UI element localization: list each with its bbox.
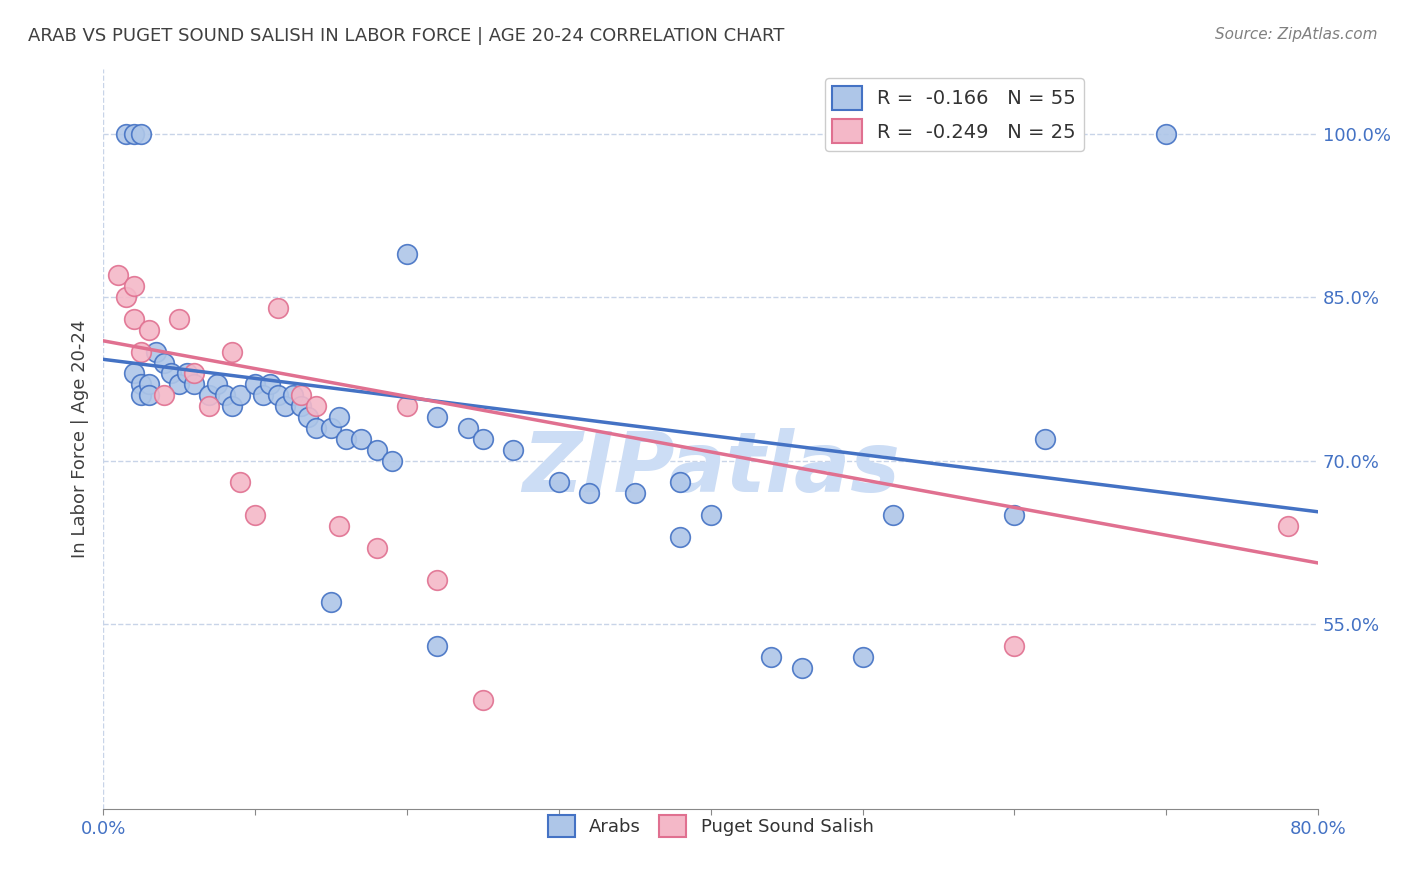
Point bbox=[153, 355, 176, 369]
Point bbox=[335, 432, 357, 446]
Point bbox=[623, 486, 645, 500]
Point bbox=[267, 388, 290, 402]
Legend: Arabs, Puget Sound Salish: Arabs, Puget Sound Salish bbox=[540, 808, 880, 845]
Point bbox=[138, 323, 160, 337]
Point bbox=[129, 127, 152, 141]
Point bbox=[122, 279, 145, 293]
Point bbox=[183, 367, 205, 381]
Point bbox=[366, 442, 388, 457]
Point bbox=[426, 639, 449, 653]
Point bbox=[115, 290, 138, 304]
Point bbox=[138, 388, 160, 402]
Point bbox=[160, 367, 183, 381]
Point bbox=[1154, 127, 1177, 141]
Point bbox=[138, 377, 160, 392]
Point bbox=[547, 475, 569, 490]
Point bbox=[305, 399, 328, 413]
Point bbox=[305, 421, 328, 435]
Point bbox=[381, 453, 404, 467]
Point bbox=[328, 519, 350, 533]
Text: ZIPatlas: ZIPatlas bbox=[522, 428, 900, 509]
Point bbox=[319, 421, 342, 435]
Point bbox=[669, 530, 692, 544]
Point bbox=[426, 574, 449, 588]
Point bbox=[471, 432, 494, 446]
Point bbox=[229, 475, 252, 490]
Point bbox=[198, 388, 221, 402]
Text: Source: ZipAtlas.com: Source: ZipAtlas.com bbox=[1215, 27, 1378, 42]
Point bbox=[129, 344, 152, 359]
Point bbox=[761, 649, 783, 664]
Point bbox=[366, 541, 388, 555]
Point bbox=[1277, 519, 1299, 533]
Point bbox=[790, 660, 813, 674]
Point bbox=[129, 388, 152, 402]
Point bbox=[259, 377, 281, 392]
Point bbox=[290, 388, 312, 402]
Point bbox=[274, 399, 297, 413]
Point bbox=[426, 410, 449, 425]
Point bbox=[243, 377, 266, 392]
Point bbox=[457, 421, 479, 435]
Point bbox=[198, 399, 221, 413]
Point bbox=[167, 377, 190, 392]
Point bbox=[578, 486, 600, 500]
Point bbox=[176, 367, 198, 381]
Point bbox=[350, 432, 373, 446]
Point bbox=[281, 388, 304, 402]
Point bbox=[1002, 639, 1025, 653]
Point bbox=[221, 344, 243, 359]
Point bbox=[229, 388, 252, 402]
Point bbox=[502, 442, 524, 457]
Point bbox=[882, 508, 904, 522]
Point bbox=[471, 693, 494, 707]
Point bbox=[1033, 432, 1056, 446]
Y-axis label: In Labor Force | Age 20-24: In Labor Force | Age 20-24 bbox=[72, 319, 89, 558]
Point bbox=[129, 377, 152, 392]
Point bbox=[167, 312, 190, 326]
Point bbox=[395, 399, 418, 413]
Point bbox=[122, 367, 145, 381]
Text: ARAB VS PUGET SOUND SALISH IN LABOR FORCE | AGE 20-24 CORRELATION CHART: ARAB VS PUGET SOUND SALISH IN LABOR FORC… bbox=[28, 27, 785, 45]
Point bbox=[183, 377, 205, 392]
Point bbox=[243, 508, 266, 522]
Point bbox=[252, 388, 274, 402]
Point bbox=[297, 410, 319, 425]
Point bbox=[267, 301, 290, 315]
Point bbox=[107, 268, 129, 283]
Point bbox=[851, 649, 873, 664]
Point bbox=[290, 399, 312, 413]
Point bbox=[122, 127, 145, 141]
Point bbox=[319, 595, 342, 609]
Point bbox=[699, 508, 721, 522]
Point bbox=[395, 246, 418, 260]
Point bbox=[145, 344, 167, 359]
Point bbox=[221, 399, 243, 413]
Point bbox=[669, 475, 692, 490]
Point bbox=[214, 388, 236, 402]
Point bbox=[115, 127, 138, 141]
Point bbox=[153, 388, 176, 402]
Point bbox=[122, 312, 145, 326]
Point bbox=[328, 410, 350, 425]
Point bbox=[1002, 508, 1025, 522]
Point bbox=[205, 377, 228, 392]
